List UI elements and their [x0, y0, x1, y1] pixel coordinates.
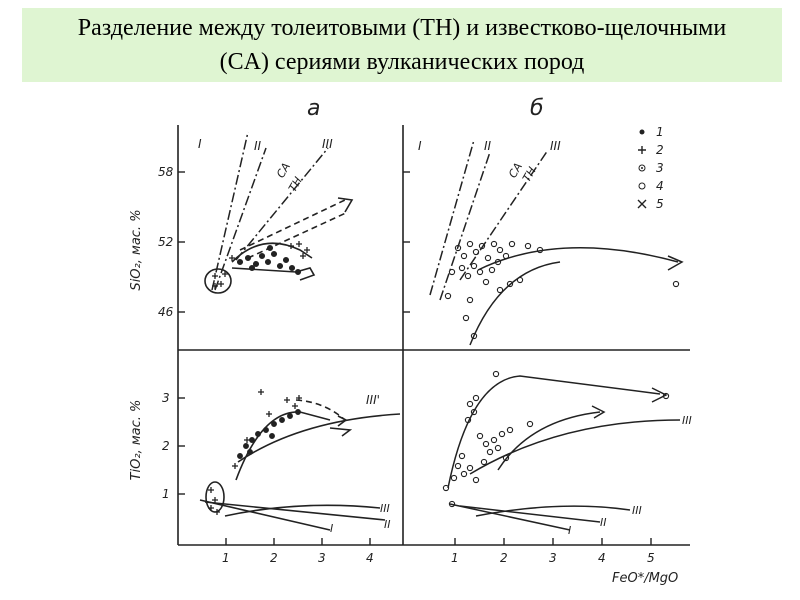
slide-title: Разделение между толеитовыми (TH) и изве…	[77, 15, 727, 75]
line-II-a	[214, 147, 267, 291]
x-tick-r4: 4	[598, 551, 606, 565]
line-II-a-tio2	[204, 501, 386, 521]
curve-b-lower	[469, 261, 561, 346]
label-I-a: I	[198, 137, 202, 151]
sio2-tick-46: 46	[158, 305, 174, 319]
arrow-b-tio2-mid-head	[591, 405, 606, 419]
line-III-b-tio2	[475, 505, 631, 517]
line-III-b	[459, 149, 549, 281]
arrow-b-tio2-upper-head	[651, 387, 668, 403]
dashed-arrow-a-head	[337, 197, 354, 213]
label-III-b-tio2: III	[632, 504, 642, 517]
panel-b-lower-points	[442, 370, 670, 508]
solid-arrow-a-lower	[231, 267, 316, 281]
dashed-arrow-a-tio2	[295, 399, 346, 421]
label-I-a-tio2: I	[330, 522, 333, 535]
tio2-tick-3: 3	[162, 391, 170, 405]
legend-num-3: 3	[656, 161, 664, 175]
legend-symbol-2	[638, 146, 646, 154]
label-III-b: III	[550, 139, 561, 153]
panel-a-lower-lines	[199, 399, 401, 531]
line-I-b	[429, 139, 475, 296]
line-I-a	[211, 131, 249, 291]
legend-num-1: 1	[656, 125, 664, 139]
label-TH-a: TH	[286, 175, 305, 194]
panel-b-label: б	[530, 96, 544, 121]
label-II-a: II	[254, 139, 262, 153]
panel-b-lower-lines	[447, 375, 681, 531]
label-II-b-tio2: II	[600, 516, 607, 529]
legend: 1 2 3 4 5	[637, 125, 664, 211]
arrow-b-upper	[477, 247, 679, 271]
x-axis-label: FeO*/MgO	[612, 571, 678, 586]
label-IIIprime: III'	[366, 393, 380, 407]
panel-b-upper-points	[444, 240, 680, 340]
x-tick-l2: 2	[270, 551, 278, 565]
legend-num-5: 5	[656, 197, 664, 211]
tio2-axis-label: TiO₂, мас. %	[129, 400, 144, 481]
arrow-b-upper-head	[667, 255, 684, 271]
label-III-b-tio2-upper: III	[682, 414, 692, 427]
legend-num-2: 2	[656, 143, 664, 157]
dashed-arrow-a-1	[239, 199, 346, 251]
legend-symbol-5	[637, 199, 647, 209]
panel-a-label: а	[307, 96, 320, 121]
legend-num-4: 4	[656, 179, 664, 193]
line-II-b	[439, 151, 491, 301]
line-I-a-tio2	[199, 499, 331, 531]
panel-b-lines	[429, 139, 684, 346]
line-II-b-tio2	[459, 505, 601, 523]
legend-symbol-1	[639, 129, 645, 135]
x-tick-r1: 1	[451, 551, 459, 565]
panel-a-lower-points	[208, 389, 302, 515]
label-III-a-tio2: III	[380, 502, 390, 515]
line-I-b-tio2	[449, 503, 571, 531]
x-tick-r5: 5	[647, 551, 655, 565]
tio2-tick-1: 1	[162, 487, 170, 501]
label-I-b-tio2: I	[568, 524, 571, 537]
line-III-b-tio2-upper	[469, 419, 681, 475]
x-tick-r2: 2	[500, 551, 508, 565]
label-CA-a: CA	[274, 161, 293, 181]
x-tick-r3: 3	[549, 551, 557, 565]
x-ticks	[225, 538, 652, 545]
x-tick-l4: 4	[366, 551, 374, 565]
label-II-a-tio2: II	[384, 518, 391, 531]
line-III-a-tio2	[224, 504, 381, 517]
x-tick-l3: 3	[318, 551, 326, 565]
legend-symbol-4	[638, 182, 646, 190]
panel-a-upper-arrows	[204, 197, 354, 294]
label-II-b: II	[484, 139, 492, 153]
tio2-ticks	[178, 397, 185, 495]
line-IIIprime	[237, 413, 401, 463]
dashed-arrow-a-2	[247, 211, 349, 259]
panel-a-lines	[211, 131, 329, 291]
tio2-tick-2: 2	[162, 439, 170, 453]
line-III-a	[235, 147, 329, 261]
panel-a-upper-points	[212, 241, 310, 289]
legend-symbol-3	[638, 164, 646, 172]
frame	[177, 125, 690, 546]
label-III-a: III	[322, 137, 333, 151]
cluster-outline-a	[204, 268, 232, 294]
solid-arrow-a	[231, 242, 313, 263]
arrow-b-tio2-mid	[497, 411, 601, 471]
line-IIIprime-head	[329, 427, 353, 437]
title-banner: Разделение между толеитовыми (TH) и изве…	[22, 8, 782, 82]
sio2-tick-58: 58	[158, 165, 174, 179]
label-I-b: I	[418, 139, 422, 153]
sio2-tick-52: 52	[158, 235, 173, 249]
arrow-b-tio2-upper	[447, 375, 661, 489]
sio2-axis-label: SiO₂, мас. %	[129, 209, 144, 290]
label-TH-b: TH	[520, 165, 539, 184]
sio2-ticks	[178, 171, 410, 313]
x-tick-l1: 1	[222, 551, 230, 565]
